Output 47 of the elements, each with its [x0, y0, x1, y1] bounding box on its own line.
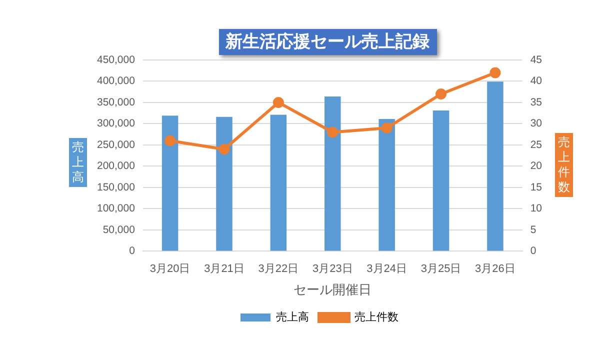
x-tick-label: 3月23日 [312, 262, 353, 275]
y2-tick-label: 10 [530, 202, 542, 215]
y2-tick-label: 20 [530, 160, 542, 172]
bar [162, 116, 178, 251]
bar [487, 82, 504, 251]
bar [216, 116, 232, 251]
y2-tick-label: 40 [530, 75, 542, 88]
point [327, 126, 338, 138]
y-tick-label: 300,000 [96, 118, 136, 130]
x-tick-label: 3月25日 [420, 262, 462, 275]
y-tick-label: 250,000 [96, 138, 136, 151]
y2-tick-label: 45 [530, 54, 542, 66]
point [490, 67, 501, 78]
y-tick-label: 150,000 [96, 181, 136, 194]
y-tick-label: 350,000 [96, 96, 136, 108]
y2-tick-label: 25 [530, 138, 542, 151]
y2-tick-label: 5 [530, 224, 536, 236]
point [436, 88, 447, 100]
chart-title: 新生活応援セール売上記録 [218, 29, 436, 55]
y2-tick-label: 0 [530, 245, 536, 258]
bar [324, 96, 341, 251]
y-tick-label: 450,000 [96, 54, 136, 66]
legend-label: 売上高 [276, 310, 309, 324]
x-tick-label: 3月22日 [258, 262, 299, 275]
y2-tick-label: 35 [530, 96, 542, 108]
x-tick-label: 3月21日 [204, 262, 244, 275]
y2-tick-label: 15 [530, 181, 542, 194]
x-axis-title: セール開催日 [294, 282, 372, 297]
y-tick-label: 100,000 [96, 202, 136, 215]
point [272, 96, 284, 108]
x-tick-label: 3月26日 [475, 262, 516, 275]
bar [432, 110, 450, 251]
point [218, 144, 230, 155]
y-tick-label: 50,000 [102, 224, 136, 236]
bar [270, 114, 287, 251]
y-tick-label: 0 [129, 245, 136, 258]
y2-tick-label: 30 [530, 118, 542, 130]
x-tick-label: 3月20日 [150, 262, 190, 275]
y-tick-label: 200,000 [96, 160, 136, 172]
legend-label: 売上件数 [354, 310, 398, 324]
y2-axis-title: 売上件数 [555, 133, 573, 197]
y-axis-title: 売上高 [69, 138, 87, 187]
x-tick-label: 3月24日 [366, 262, 408, 275]
y-tick-label: 400,000 [96, 75, 136, 88]
point [164, 135, 176, 146]
bar [378, 119, 395, 251]
point [381, 122, 392, 134]
